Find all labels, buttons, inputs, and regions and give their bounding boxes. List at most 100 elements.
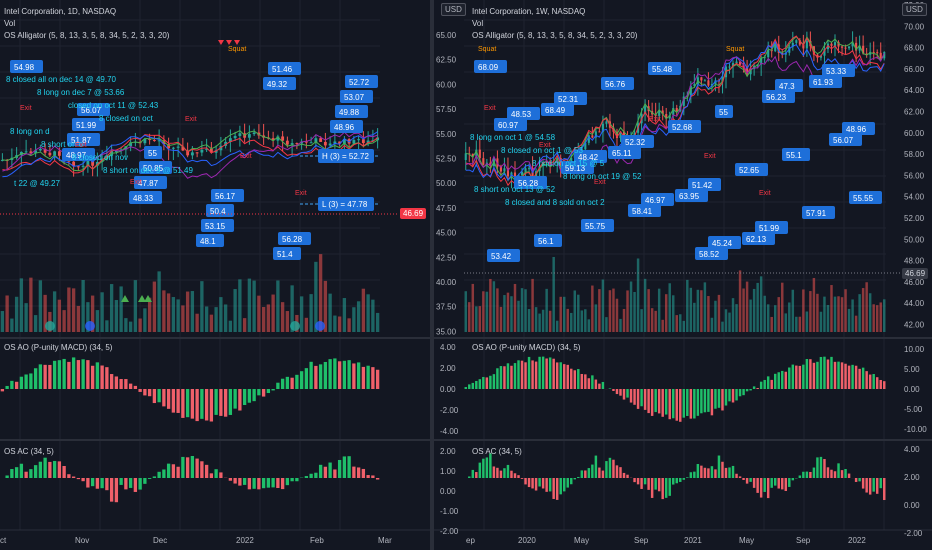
left-volume-label[interactable]: Vol — [4, 19, 16, 28]
ac-histogram-bar — [601, 470, 605, 478]
volume-bar — [580, 310, 584, 332]
price-callout: 55.55 — [849, 191, 882, 204]
callout-text: 56.28 — [282, 235, 303, 244]
price-callout: 55 — [144, 146, 162, 159]
right-ac-label[interactable]: OS AC (34, 5) — [472, 447, 522, 456]
volume-bar — [766, 304, 770, 332]
y-axis-tick: 45.00 — [436, 229, 457, 238]
volume-bar — [228, 320, 233, 332]
callout-box — [211, 189, 244, 202]
callout-text: 56.76 — [605, 80, 626, 89]
ac-histogram-bar — [883, 478, 886, 501]
ac-histogram-bar — [503, 468, 506, 478]
left-symbol-title[interactable]: Intel Corporation, 1D, NASDAQ — [4, 7, 117, 16]
ac-histogram-bar — [285, 478, 290, 486]
ac-histogram-bar — [861, 478, 865, 489]
ac-histogram-bar — [844, 468, 847, 478]
volume-bar — [679, 314, 682, 332]
ao-histogram-bar — [90, 365, 95, 389]
ao-histogram-bar — [347, 360, 351, 389]
ac-histogram-bar — [594, 455, 598, 478]
right-symbol-title[interactable]: Intel Corporation, 1W, NASDAQ — [472, 7, 586, 16]
ac-histogram-bar — [791, 478, 795, 481]
ao-histogram-bar — [48, 364, 52, 389]
volume-bar — [696, 289, 700, 332]
candle-body — [290, 143, 294, 145]
ao-histogram-bar — [636, 389, 640, 409]
price-callout: 52.31 — [554, 92, 587, 105]
right-chart-canvas[interactable]: 68.09 68.49 65.11 63.95 62.13 61.93 60.97 59.13… — [434, 0, 932, 550]
right-volume-label[interactable]: Vol — [472, 19, 484, 28]
volume-bar — [826, 304, 830, 332]
right-ao-label[interactable]: OS AO (P-unity MACD) (34, 5) — [472, 343, 581, 352]
ao-histogram-bar — [328, 359, 332, 389]
left-alligator-label[interactable]: OS Alligator (5, 8, 13, 3, 5, 8, 34, 5, … — [4, 31, 170, 40]
left-ac-label[interactable]: OS AC (34, 5) — [4, 447, 54, 456]
volume-bar — [735, 304, 738, 332]
callout-box — [688, 178, 721, 191]
volume-bar — [57, 299, 62, 332]
callout-box — [273, 247, 301, 260]
volume-bar — [95, 310, 100, 332]
exit-label: Exit — [704, 153, 716, 160]
volume-bar — [601, 279, 605, 332]
ao-histogram-bar — [342, 360, 347, 389]
ac-histogram-bar — [875, 478, 879, 494]
callout-box — [742, 232, 775, 245]
right-alligator-label[interactable]: OS Alligator (5, 8, 13, 3, 5, 8, 34, 5, … — [472, 31, 638, 40]
candle-body — [823, 49, 826, 56]
callout-box — [735, 163, 768, 176]
volume-bar — [802, 289, 805, 332]
ao-histogram-bar — [366, 365, 370, 389]
ac-histogram-bar — [109, 478, 114, 502]
price-callout: 52.72 — [345, 75, 378, 88]
exit-label: Exit — [539, 142, 551, 149]
candle-body — [195, 152, 199, 154]
candle-body — [376, 137, 380, 141]
ac-histogram-bar — [657, 478, 661, 492]
candle-body — [114, 151, 118, 153]
callout-box — [648, 62, 681, 75]
ac-histogram-bar — [95, 478, 100, 489]
candle-body — [865, 53, 868, 55]
ac-histogram-bar — [647, 478, 650, 490]
ao-histogram-bar — [190, 389, 195, 419]
ao-histogram-bar — [791, 364, 795, 389]
callout-box — [534, 234, 562, 247]
earnings-icon — [45, 321, 55, 331]
ao-histogram-bar — [784, 371, 788, 389]
ac-histogram-bar — [366, 475, 370, 478]
ac-histogram-bar — [24, 471, 28, 478]
left-chart-panel[interactable]: 54.98 56.07 55 56.17 56.28 52.72 51.99 50.85 50.… — [0, 0, 430, 550]
volume-bar — [342, 298, 347, 332]
callout-text: 56.1 — [538, 237, 554, 246]
ac-histogram-bar — [90, 478, 95, 487]
candle-body — [105, 155, 109, 159]
ao-histogram-bar — [485, 377, 489, 389]
candle-body — [619, 131, 622, 139]
left-axis-currency[interactable]: USD — [441, 3, 466, 16]
ac-histogram-bar — [541, 478, 545, 489]
callout-text: 53.33 — [826, 67, 847, 76]
volume-bar — [657, 288, 661, 332]
right-axis-currency[interactable]: USD — [902, 3, 927, 16]
candle-body — [247, 134, 251, 138]
ac-histogram-bar — [773, 478, 777, 486]
ac-histogram-bar — [100, 478, 104, 489]
ac-histogram-bar — [643, 478, 647, 485]
left-ao-label[interactable]: OS AO (P-unity MACD) (34, 5) — [4, 343, 113, 352]
left-chart-canvas[interactable]: 54.98 56.07 55 56.17 56.28 52.72 51.99 50.85 50.… — [0, 0, 430, 550]
right-chart-panel[interactable]: 68.09 68.49 65.11 63.95 62.13 61.93 60.97 59.13… — [434, 0, 932, 550]
callout-text: 61.93 — [813, 78, 834, 87]
ac-histogram-bar — [626, 474, 629, 478]
volume-bar — [285, 311, 290, 332]
ao-histogram-bar — [661, 389, 664, 417]
ac-histogram-bar — [475, 472, 478, 478]
ac-histogram-bar — [615, 465, 619, 478]
candle-body — [271, 138, 275, 141]
y-axis-tick: 52.00 — [904, 214, 925, 223]
volume-bar — [252, 280, 256, 332]
ao-histogram-bar — [119, 379, 123, 389]
pane-divider[interactable] — [430, 0, 434, 550]
volume-bar — [837, 296, 840, 332]
